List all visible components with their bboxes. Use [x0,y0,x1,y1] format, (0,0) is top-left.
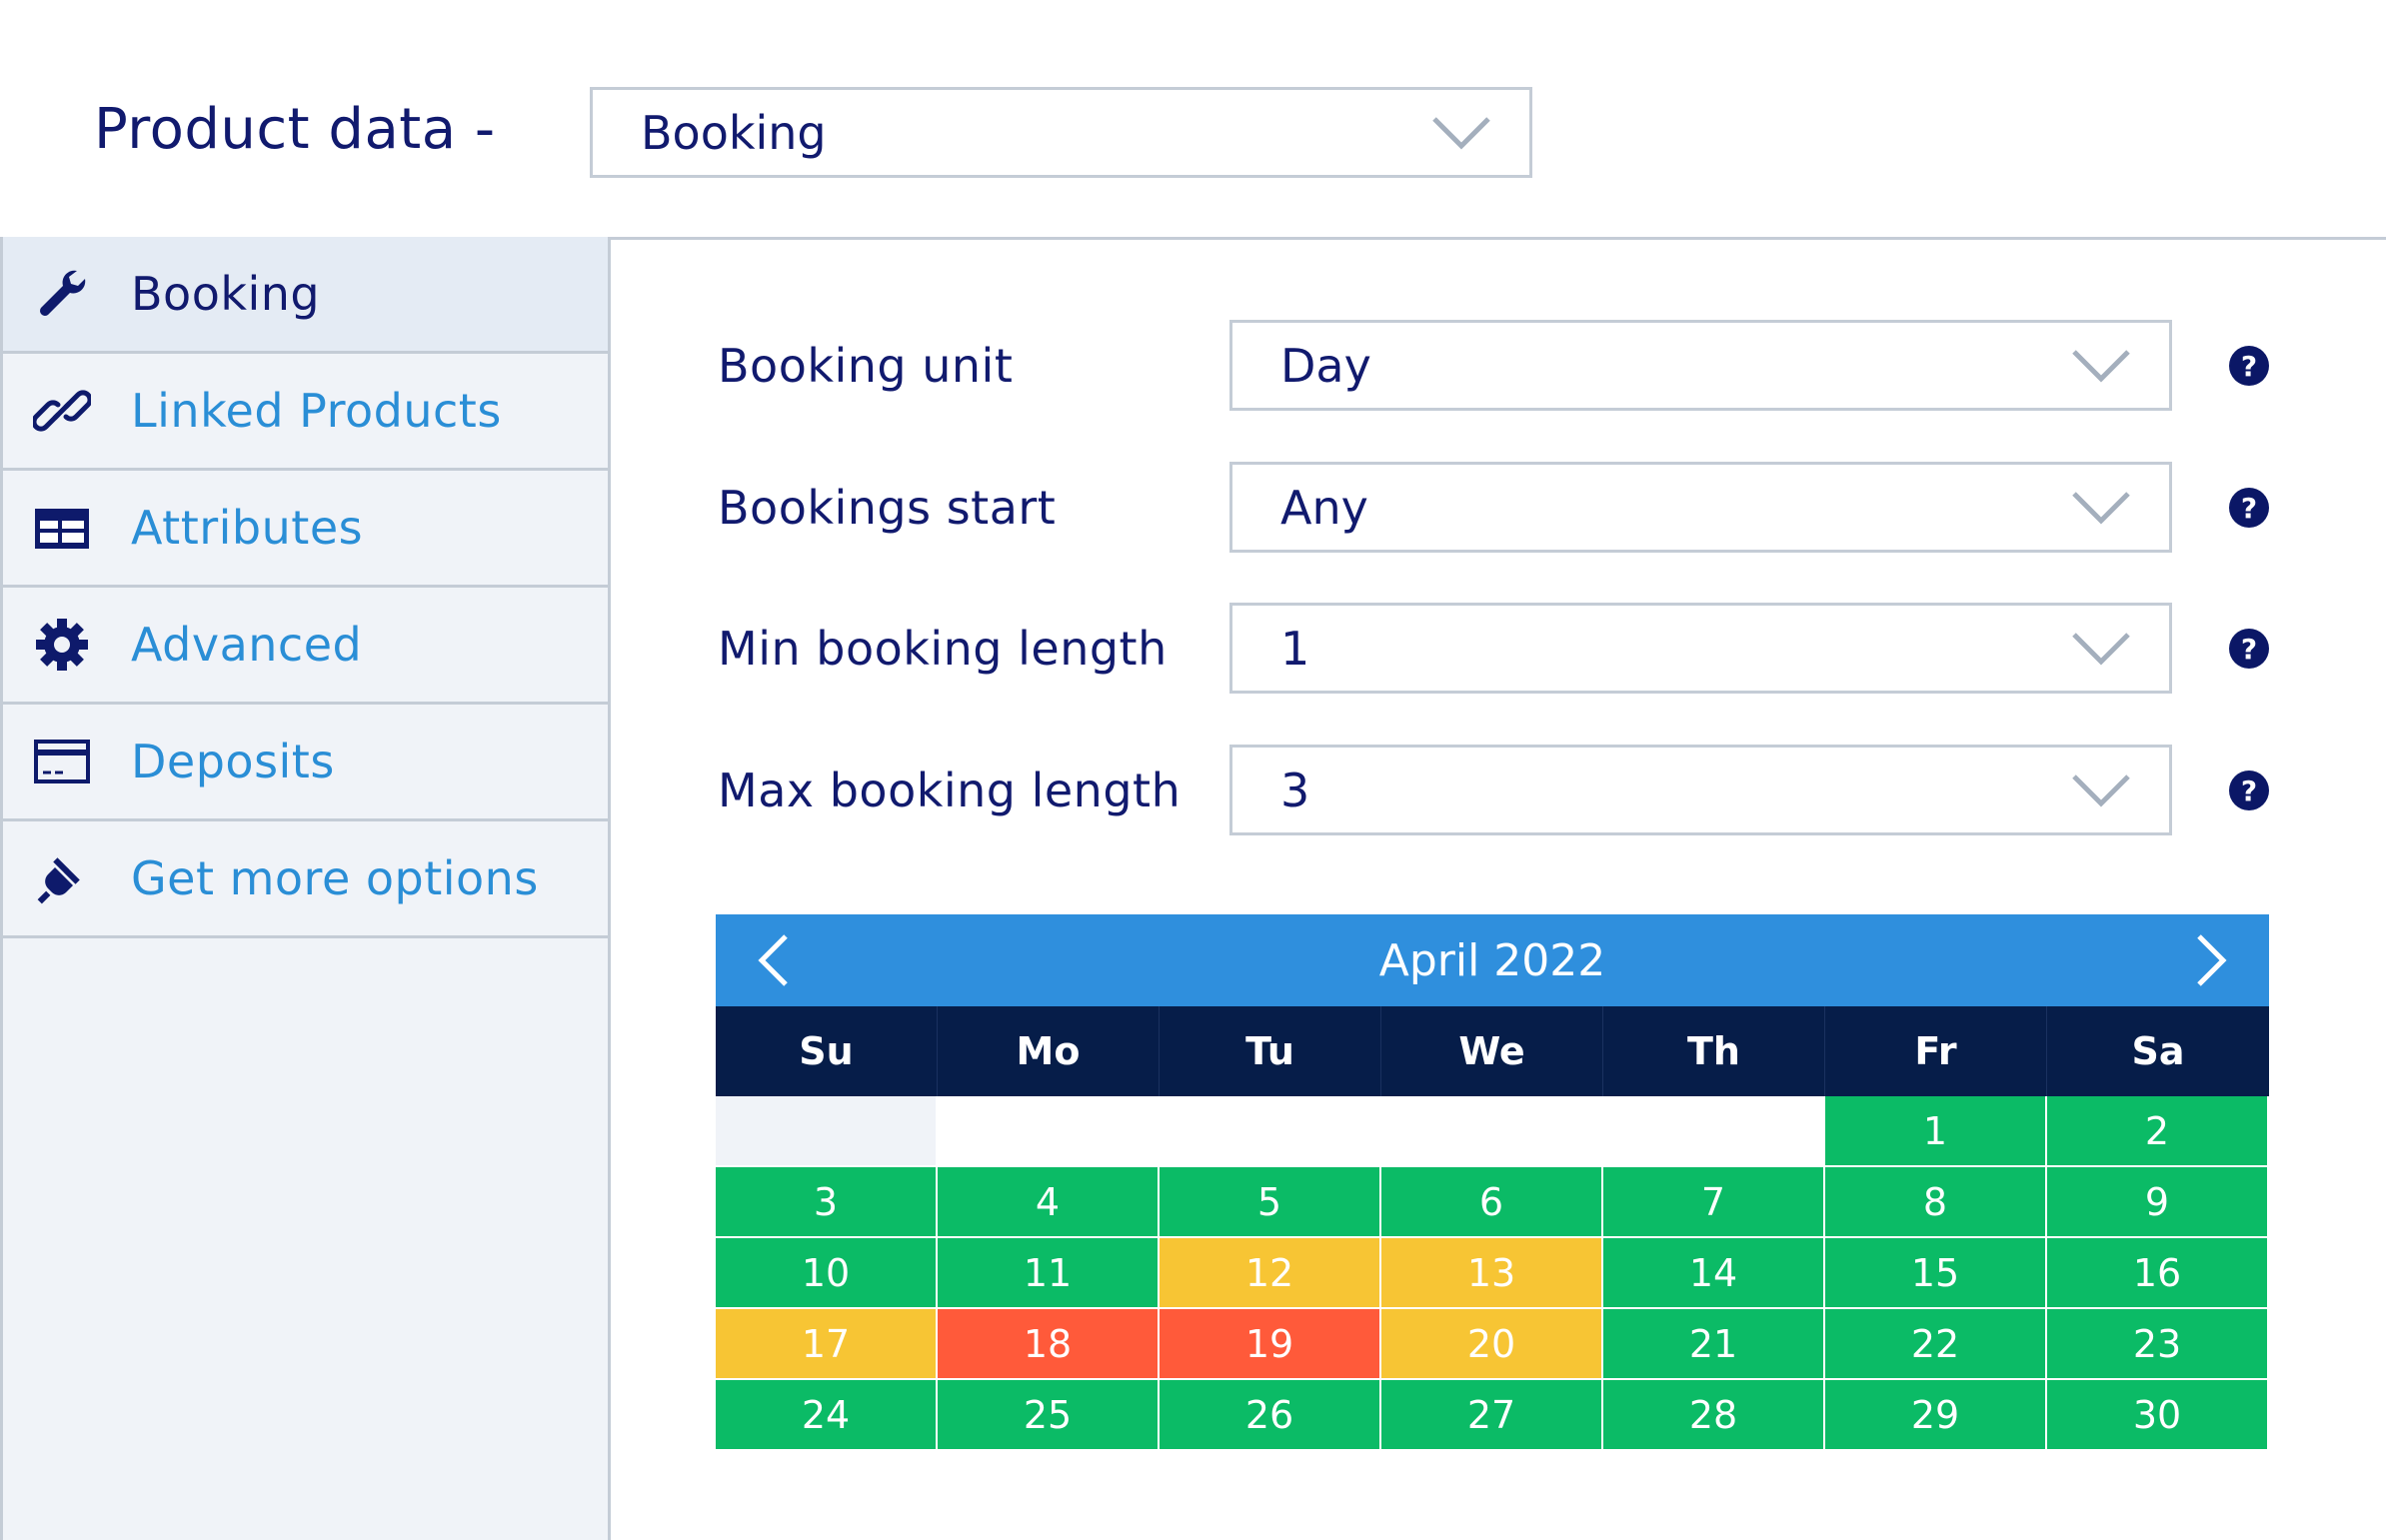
calendar-day[interactable]: 8 [1825,1167,2047,1238]
booking-unit-label: Booking unit [718,339,1014,393]
sidebar-item-label: Advanced [131,618,363,672]
sidebar-item-label: Linked Products [131,384,502,438]
weekday-label: Th [1603,1006,1825,1096]
sidebar: Booking Linked Products Attributes [0,237,611,1540]
chevron-left-icon[interactable] [752,932,796,988]
sidebar-item-linked-products[interactable]: Linked Products [3,354,608,471]
calendar-day[interactable]: 3 [716,1167,938,1238]
calendar-empty-cell [1160,1096,1381,1167]
booking-unit-select[interactable]: Day [1229,320,2172,411]
calendar-day[interactable]: 20 [1381,1309,1603,1380]
weekday-label: Su [716,1006,938,1096]
calendar-day[interactable]: 22 [1825,1309,2047,1380]
weekday-label: Tu [1160,1006,1381,1096]
help-icon[interactable]: ? [2229,346,2269,386]
chevron-down-icon [2071,349,2131,383]
wrench-icon [33,265,91,323]
calendar-empty-cell [1603,1096,1825,1167]
help-icon[interactable]: ? [2229,488,2269,528]
calendar-day[interactable]: 4 [938,1167,1160,1238]
calendar-empty-cell [716,1096,938,1167]
table-icon [33,499,91,557]
booking-unit-value: Day [1280,338,1371,393]
calendar-day[interactable]: 26 [1160,1380,1381,1451]
calendar-empty-cell [938,1096,1160,1167]
calendar-day[interactable]: 2 [2047,1096,2269,1167]
calendar-day[interactable]: 30 [2047,1380,2269,1451]
calendar-day[interactable]: 15 [1825,1238,2047,1309]
chevron-right-icon[interactable] [2189,932,2233,988]
sidebar-item-get-more-options[interactable]: Get more options [3,821,608,938]
weekday-label: Mo [938,1006,1160,1096]
weekday-label: Fr [1825,1006,2047,1096]
link-icon [33,382,91,440]
sidebar-item-advanced[interactable]: Advanced [3,588,608,705]
weekday-label: Sa [2131,1029,2185,1073]
page-title: Product data - [94,97,496,162]
calendar-day[interactable]: 11 [938,1238,1160,1309]
max-booking-length-select[interactable]: 3 [1229,745,2172,835]
max-booking-length-label: Max booking length [718,764,1182,817]
weekday-label: We [1381,1006,1603,1096]
chevron-down-icon [2071,773,2131,807]
calendar-day[interactable]: 21 [1603,1309,1825,1380]
calendar-day[interactable]: 5 [1160,1167,1381,1238]
calendar-day[interactable]: 29 [1825,1380,2047,1451]
chevron-down-icon [2071,491,2131,525]
calendar-day[interactable]: 13 [1381,1238,1603,1309]
calendar-day[interactable]: 18 [938,1309,1160,1380]
header-divider [0,237,2386,240]
min-booking-length-label: Min booking length [718,622,1168,676]
chevron-down-icon [1431,116,1491,150]
calendar-day[interactable]: 16 [2047,1238,2269,1309]
sidebar-item-deposits[interactable]: Deposits [3,705,608,821]
calendar-month-title: April 2022 [1378,934,1606,986]
calendar-day[interactable]: 6 [1381,1167,1603,1238]
calendar-day[interactable]: 9 [2047,1167,2269,1238]
calendar-day[interactable]: 1 [1825,1096,2047,1167]
calendar-weekdays: Su Mo Tu We Th Fr Sa [716,1006,2269,1096]
product-type-value: Booking [641,105,827,160]
bookings-start-select[interactable]: Any [1229,462,2172,553]
sidebar-item-label: Deposits [131,735,335,788]
calendar-day[interactable]: 23 [2047,1309,2269,1380]
sidebar-item-attributes[interactable]: Attributes [3,471,608,588]
bookings-start-label: Bookings start [718,481,1057,535]
chevron-down-icon [2071,632,2131,666]
calendar-grid: 1 2 3 4 5 6 7 8 9 10 11 12 13 14 15 16 17 18 19 20 21 22 23 24 2… [716,1096,2269,1451]
calendar-day[interactable]: 28 [1603,1380,1825,1451]
min-booking-length-value: 1 [1280,621,1310,676]
calendar-day[interactable]: 10 [716,1238,938,1309]
calendar-day[interactable]: 24 [716,1380,938,1451]
calendar-day[interactable]: 12 [1160,1238,1381,1309]
calendar-day[interactable]: 25 [938,1380,1160,1451]
plug-icon [33,849,91,907]
calendar-day[interactable]: 14 [1603,1238,1825,1309]
min-booking-length-select[interactable]: 1 [1229,603,2172,694]
calendar-day[interactable]: 7 [1603,1167,1825,1238]
gear-icon [33,616,91,674]
calendar-day[interactable]: 19 [1160,1309,1381,1380]
calendar-header: April 2022 [716,914,2269,1006]
max-booking-length-value: 3 [1280,763,1310,817]
sidebar-item-label: Attributes [131,501,364,555]
help-icon[interactable]: ? [2229,770,2269,810]
sidebar-item-label: Get more options [131,851,539,905]
calendar-day[interactable]: 17 [716,1309,938,1380]
card-icon [33,733,91,790]
calendar-day[interactable]: 27 [1381,1380,1603,1451]
product-type-select[interactable]: Booking [590,87,1532,178]
sidebar-item-label: Booking [131,267,321,321]
help-icon[interactable]: ? [2229,629,2269,669]
calendar-empty-cell [1381,1096,1603,1167]
bookings-start-value: Any [1280,480,1368,535]
sidebar-item-booking[interactable]: Booking [3,237,608,354]
